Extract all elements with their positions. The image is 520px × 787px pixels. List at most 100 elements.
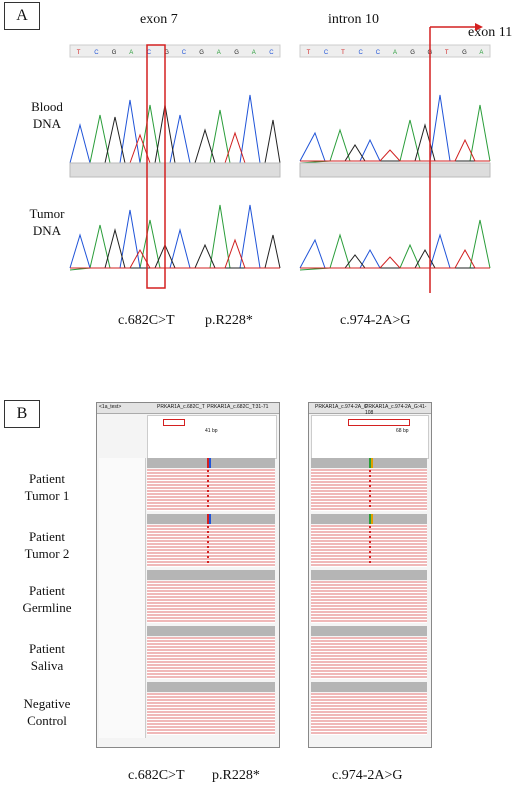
sequence-base: G [112, 50, 117, 56]
negative-control-label: Negative Control [0, 695, 102, 729]
left-igv-span-label: 41 bp [205, 428, 218, 434]
tumor1-label-line1: Patient [28, 471, 66, 486]
sequence-base: T [445, 50, 449, 56]
sequence-base: A [252, 50, 256, 56]
left-igv-tracks [147, 458, 275, 738]
variant-reads [369, 470, 371, 508]
tumor-dna-label-line2: DNA [32, 223, 62, 238]
left-igv-ruler: 41 bp [147, 415, 277, 459]
left-igv-tab-3[interactable]: PRKAR1A_c.682C_T:31-71 [207, 404, 269, 410]
right-igv-span-label: 68 bp [396, 428, 409, 434]
reads-track [147, 637, 275, 679]
tumor1-label-line2: Tumor 1 [24, 488, 70, 503]
variant-reads [207, 470, 209, 508]
right-igv-tab-2[interactable]: PRKAR1A_c.974-2A_G:41-108 [365, 404, 427, 416]
germline-label: Patient Germline [0, 582, 102, 616]
sequence-base: G [199, 50, 204, 56]
a-caption-right: c.974-2A>G [340, 313, 411, 328]
coverage-track [147, 682, 275, 692]
sequence-base: C [324, 50, 329, 56]
blood-dna-label-line1: Blood [31, 99, 63, 114]
right-igv-region-box [348, 419, 410, 426]
left-igv-region-box [163, 419, 185, 426]
tumor2-label-line1: Patient [28, 529, 66, 544]
germline-label-line1: Patient [28, 583, 66, 598]
variant-marker [209, 458, 211, 468]
variant-marker [371, 514, 373, 524]
left-igv-tab-2[interactable]: PRKAR1A_c.682C_T [157, 404, 205, 410]
blood-dna-label: Blood DNA [0, 98, 102, 132]
variant-reads [207, 526, 209, 564]
variant-marker [371, 458, 373, 468]
coverage-track [311, 682, 427, 692]
reads-track [147, 525, 275, 567]
panel-a-label: A [4, 2, 40, 30]
tumor-dna-label: Tumor DNA [0, 205, 102, 239]
coverage-track [147, 458, 275, 468]
right-igv-tracks [311, 458, 427, 738]
sequence-base: G [410, 50, 415, 56]
right-igv-tab-1[interactable]: PRKAR1A_c.974-2A_G [315, 404, 368, 410]
coverage-track [147, 570, 275, 580]
left-igv-tab-1[interactable]: <1a_test> [99, 404, 122, 410]
right-igv-ruler: 68 bp [311, 415, 429, 459]
sequence-base: T [307, 50, 311, 56]
variant-marker [207, 514, 209, 524]
left-igv-toolbar: <1a_test> PRKAR1A_c.682C_T PRKAR1A_c.682… [97, 403, 279, 414]
variant-reads [369, 526, 371, 564]
reads-track [147, 469, 275, 511]
sequence-base: T [77, 50, 81, 56]
reads-track [311, 637, 427, 679]
blood-dna-label-line2: DNA [32, 116, 62, 131]
variant-marker [369, 514, 371, 524]
right-igv-window: PRKAR1A_c.974-2A_G PRKAR1A_c.974-2A_G:41… [308, 402, 432, 748]
left-igv-name-column [99, 458, 146, 738]
a-caption-cdna-left: c.682C>T [118, 313, 175, 328]
tumor2-label: Patient Tumor 2 [0, 528, 102, 562]
reads-track [147, 693, 275, 735]
a-caption-protein-left: p.R228* [205, 313, 253, 328]
sequence-base: G [234, 50, 239, 56]
sequence-base: A [217, 50, 221, 56]
sequence-base: G [462, 50, 467, 56]
right-chromatogram: TCTCCAGGTGA [299, 23, 491, 293]
sequence-base: A [393, 50, 397, 56]
exon7-header: exon 7 [140, 12, 178, 27]
variant-marker [207, 458, 209, 468]
sequence-base: C [94, 50, 99, 56]
intron10-header: intron 10 [328, 12, 379, 27]
saliva-label-line1: Patient [28, 641, 66, 656]
coverage-track [311, 570, 427, 580]
sequence-base: C [358, 50, 363, 56]
germline-label-line2: Germline [22, 600, 72, 615]
saliva-label: Patient Saliva [0, 640, 102, 674]
reads-track [147, 581, 275, 623]
coverage-track [147, 626, 275, 636]
sequence-base: C [147, 50, 152, 56]
b-caption-cdna-left: c.682C>T [128, 768, 185, 783]
reads-track [311, 581, 427, 623]
negative-control-label-line2: Control [27, 713, 67, 728]
reads-track [311, 693, 427, 735]
coverage-track [311, 626, 427, 636]
sequence-base: C [269, 50, 274, 56]
left-igv-window: <1a_test> PRKAR1A_c.682C_T PRKAR1A_c.682… [96, 402, 280, 748]
tumor-dna-label-line1: Tumor [29, 206, 65, 221]
sequence-base: A [479, 50, 483, 56]
variant-marker [369, 458, 371, 468]
sequence-base: A [129, 50, 133, 56]
negative-control-label-line1: Negative [23, 696, 71, 711]
saliva-label-line2: Saliva [30, 658, 64, 673]
coverage-track [147, 514, 275, 524]
tumor2-label-line2: Tumor 2 [24, 546, 70, 561]
sequence-base: C [376, 50, 381, 56]
b-caption-protein-left: p.R228* [212, 768, 260, 783]
sequence-base: G [164, 50, 169, 56]
b-caption-right: c.974-2A>G [332, 768, 403, 783]
sequence-base: T [341, 50, 345, 56]
variant-marker [209, 514, 211, 524]
sequence-base: C [182, 50, 187, 56]
panel-b-label: B [4, 400, 40, 428]
